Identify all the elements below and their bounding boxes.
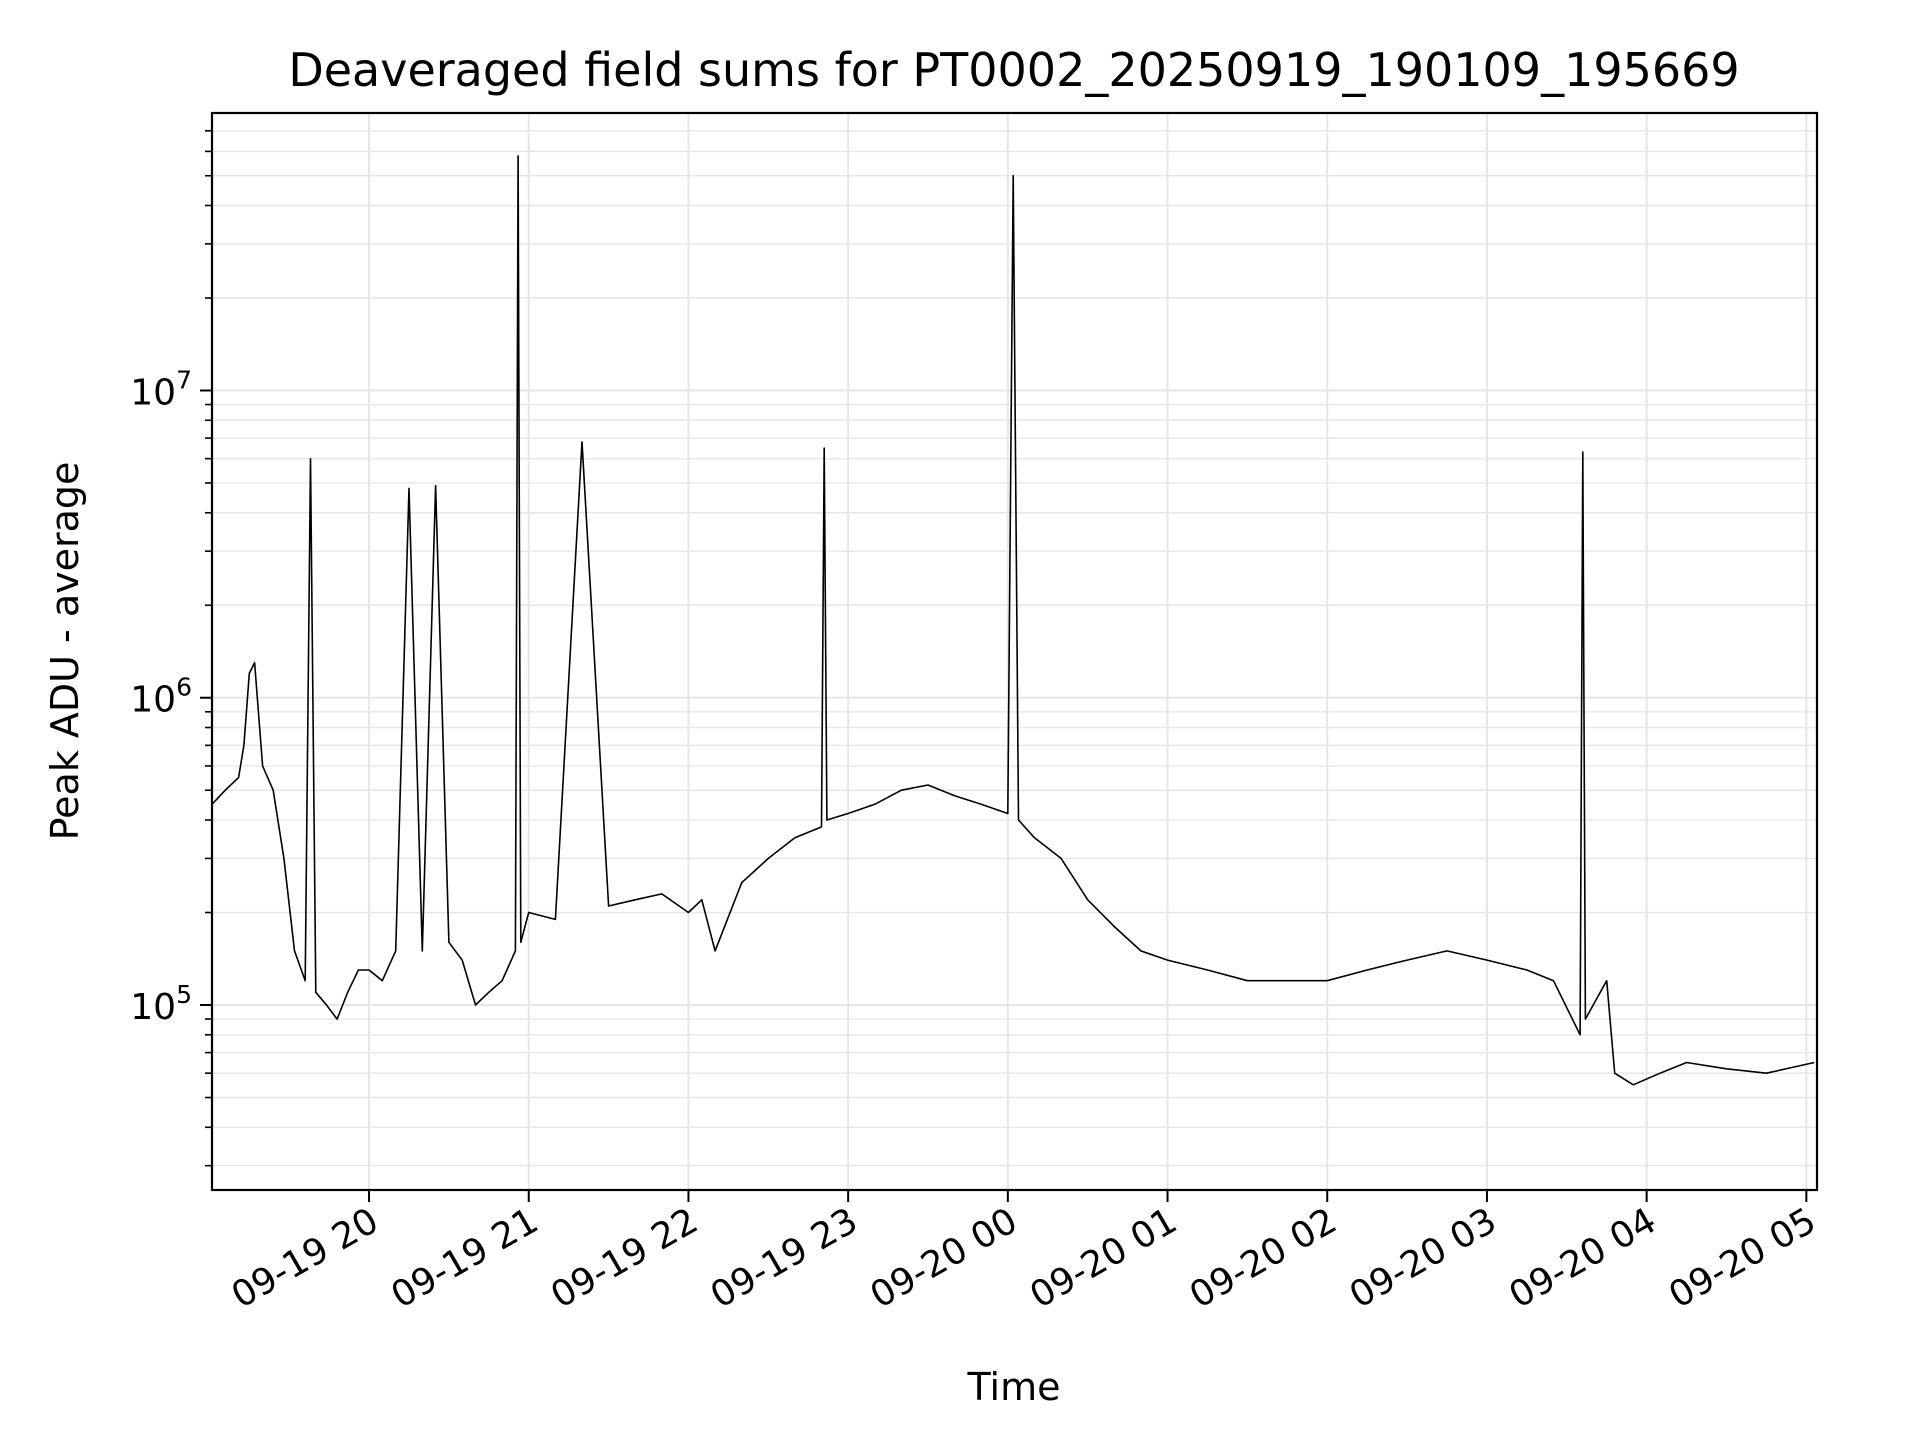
- chart-title: Deaveraged field sums for PT0002_2025091…: [288, 43, 1739, 97]
- series-layer: [211, 155, 1815, 1086]
- y-tick-label: 106: [130, 673, 192, 721]
- x-axis-label: Time: [967, 1365, 1061, 1409]
- y-axis-label: Peak ADU - average: [43, 462, 87, 841]
- y-axis: 105 106 107: [130, 130, 212, 1167]
- plot-frame: [210, 111, 1819, 1192]
- y-tick-label: 105: [130, 980, 192, 1028]
- series-line: [211, 155, 1815, 1086]
- y-tick-label: 107: [130, 365, 192, 413]
